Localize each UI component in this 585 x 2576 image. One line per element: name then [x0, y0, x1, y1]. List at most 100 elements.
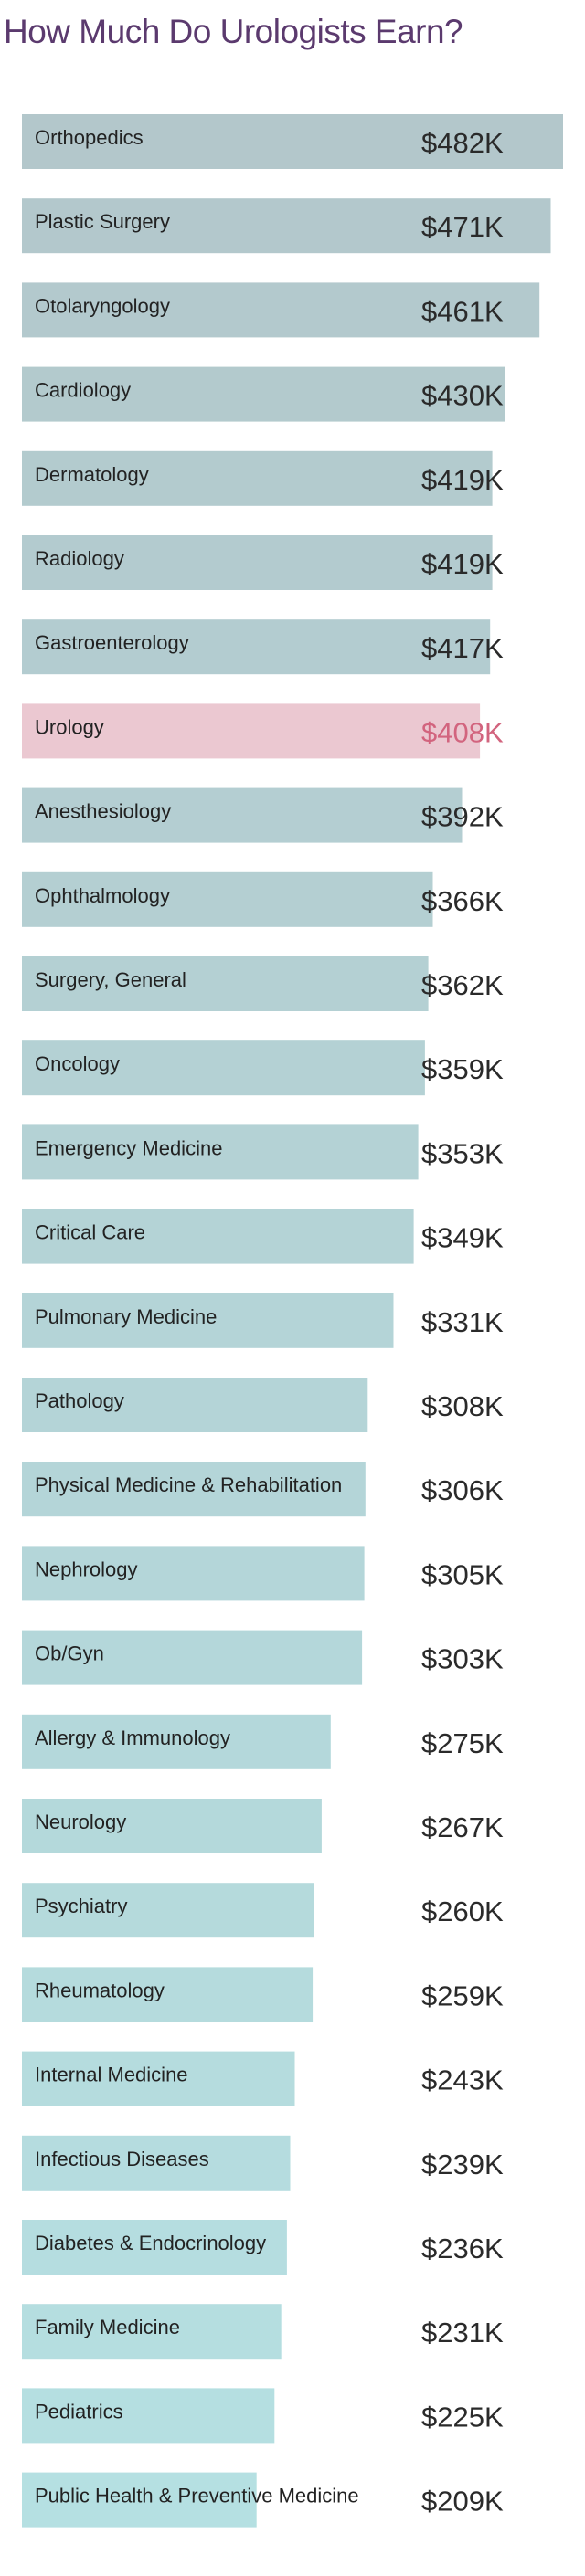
bar-row: Public Health & Preventive Medicine $209K [22, 2472, 504, 2528]
category-label: Radiology [35, 547, 124, 570]
bar-row: Infectious Diseases $239K [22, 2135, 504, 2191]
value-label: $366K [421, 885, 504, 917]
category-label: Oncology [35, 1052, 120, 1075]
bar [22, 1209, 414, 1264]
bar-row: Psychiatry $260K [22, 1883, 504, 1938]
category-label: Nephrology [35, 1557, 138, 1580]
category-label: Pulmonary Medicine [35, 1305, 217, 1328]
bar-row: Oncology $359K [22, 1040, 504, 1096]
value-label: $275K [421, 1727, 504, 1759]
bar-row: Emergency Medicine $353K [22, 1124, 504, 1180]
category-label: Pathology [35, 1389, 124, 1412]
category-label: Urology [35, 715, 104, 738]
bar [22, 1546, 365, 1601]
value-label: $303K [421, 1643, 504, 1675]
value-label: $306K [421, 1474, 504, 1506]
bar-row: Neurology $267K [22, 1799, 504, 1853]
category-label: Rheumatology [35, 1979, 165, 2001]
value-label: $482K [421, 127, 504, 159]
category-label: Orthopedics [35, 126, 144, 149]
value-label: $231K [421, 2317, 504, 2349]
category-label: Gastroenterology [35, 631, 189, 654]
category-label: Psychiatry [35, 1895, 127, 1917]
category-label: Emergency Medicine [35, 1136, 222, 1159]
bar-row: Rheumatology $259K [22, 1967, 504, 2022]
value-label: $236K [421, 2233, 504, 2265]
bar [22, 1967, 314, 2022]
category-label: Internal Medicine [35, 2064, 188, 2086]
bar-row: Internal Medicine $243K [22, 2051, 504, 2106]
bar [22, 1883, 314, 1938]
bar-row: Pediatrics $225K [22, 2388, 504, 2444]
bar [22, 871, 433, 927]
value-label: $408K [421, 716, 504, 748]
value-label: $392K [421, 801, 504, 833]
bar-row: Diabetes & Endocrinology $236K [22, 2220, 504, 2275]
bar-row: Critical Care $349K [22, 1209, 504, 1264]
bar [22, 2472, 257, 2528]
bar [22, 450, 493, 506]
category-label: Otolaryngology [35, 294, 170, 317]
value-label: $419K [421, 464, 504, 496]
bar [22, 1630, 363, 1685]
category-label: Plastic Surgery [35, 210, 170, 233]
bar [22, 535, 493, 590]
value-label: $260K [421, 1895, 504, 1927]
bar [22, 2051, 295, 2106]
bar-row: Orthopedics $482K [22, 114, 563, 169]
value-label: $349K [421, 1222, 504, 1254]
bar [22, 1040, 425, 1096]
bar-row: Physical Medicine & Rehabilitation $306K [22, 1462, 504, 1517]
value-label: $359K [421, 1053, 504, 1085]
bar-row: Ob/Gyn $303K [22, 1630, 504, 1685]
bar [22, 1124, 419, 1180]
category-label: Critical Care [35, 1221, 145, 1244]
category-label: Ophthalmology [35, 884, 170, 907]
bar [22, 956, 429, 1011]
value-label: $308K [421, 1390, 504, 1422]
value-label: $267K [421, 1811, 504, 1843]
bar [22, 703, 481, 759]
value-label: $419K [421, 548, 504, 580]
category-label: Infectious Diseases [35, 2148, 209, 2170]
value-label: $353K [421, 1137, 504, 1169]
bar-row: Radiology $419K [22, 535, 504, 590]
category-label: Ob/Gyn [35, 1642, 104, 1665]
category-label: Allergy & Immunology [35, 1726, 230, 1749]
bar-row: Dermatology $419K [22, 450, 504, 506]
category-label: Family Medicine [35, 2316, 180, 2338]
value-label: $239K [421, 2148, 504, 2180]
bar-row: Cardiology $430K [22, 366, 505, 422]
category-label: Public Health & Preventive Medicine [35, 2485, 359, 2507]
category-label: Physical Medicine & Rehabilitation [35, 1473, 342, 1496]
bar-row: Anesthesiology $392K [22, 787, 504, 843]
bar-row: Urology $408K [22, 703, 504, 759]
bar [22, 366, 505, 422]
bar [22, 787, 463, 843]
bar-row: Otolaryngology $461K [22, 282, 540, 338]
value-label: $259K [421, 1980, 504, 2011]
bar-row: Ophthalmology $366K [22, 871, 504, 927]
category-label: Anesthesiology [35, 800, 171, 823]
bar [22, 114, 563, 169]
category-label: Pediatrics [35, 2400, 123, 2423]
bar [22, 282, 540, 338]
bar [22, 1293, 394, 1348]
bar-row: Surgery, General $362K [22, 956, 504, 1011]
category-label: Dermatology [35, 463, 149, 486]
value-label: $430K [421, 380, 504, 412]
value-label: $417K [421, 632, 504, 664]
bar-row: Nephrology $305K [22, 1546, 504, 1601]
bar [22, 198, 551, 254]
bar [22, 1714, 331, 1769]
bar [22, 1799, 322, 1853]
bar-row: Gastroenterology $417K [22, 619, 504, 675]
category-label: Diabetes & Endocrinology [35, 2232, 266, 2254]
category-label: Surgery, General [35, 968, 186, 991]
bar [22, 2220, 287, 2275]
value-label: $209K [421, 2486, 504, 2518]
bar-row: Pulmonary Medicine $331K [22, 1293, 504, 1348]
bar [22, 619, 491, 675]
bar [22, 2304, 282, 2360]
